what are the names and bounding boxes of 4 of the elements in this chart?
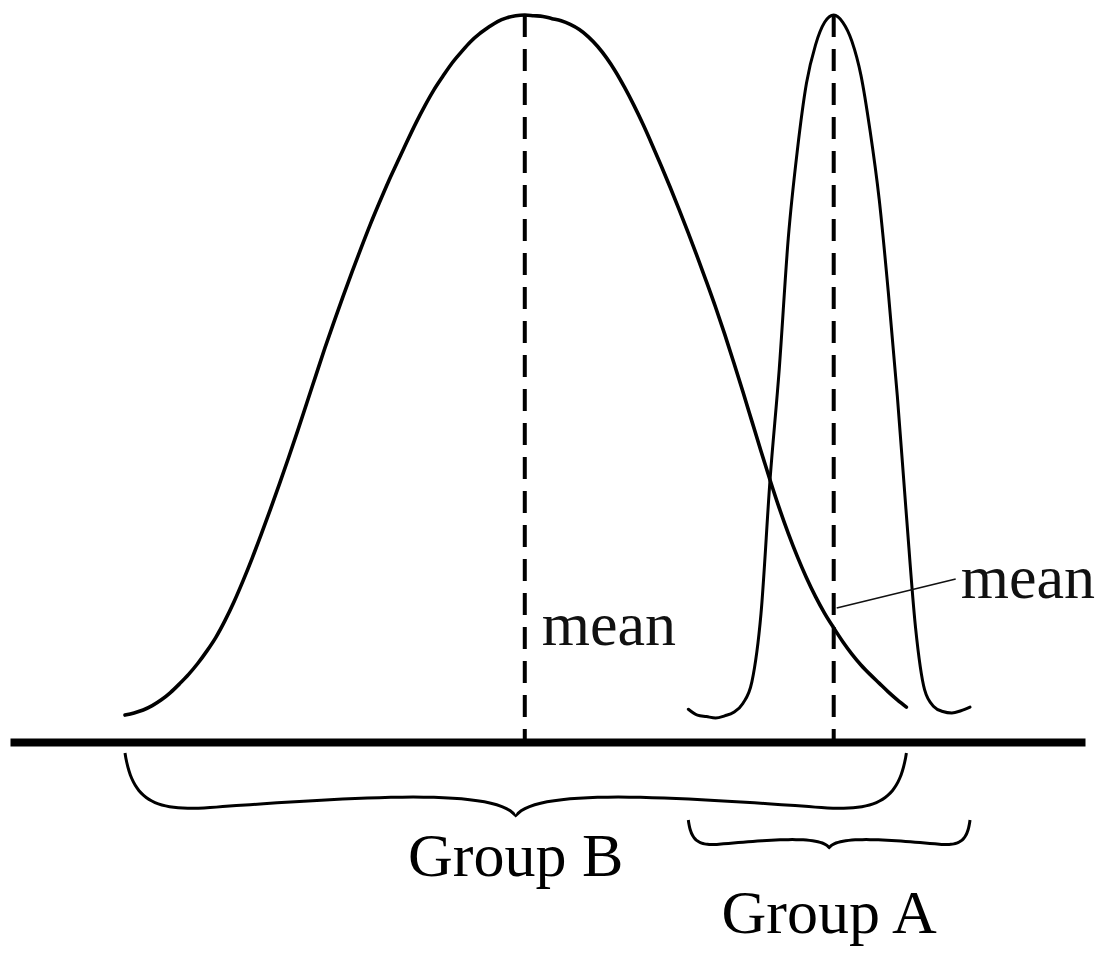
annotation: mean xyxy=(960,543,1095,611)
legend-label: Group B xyxy=(408,821,624,889)
text: Group A xyxy=(721,878,938,946)
annotation: mean xyxy=(541,590,677,658)
